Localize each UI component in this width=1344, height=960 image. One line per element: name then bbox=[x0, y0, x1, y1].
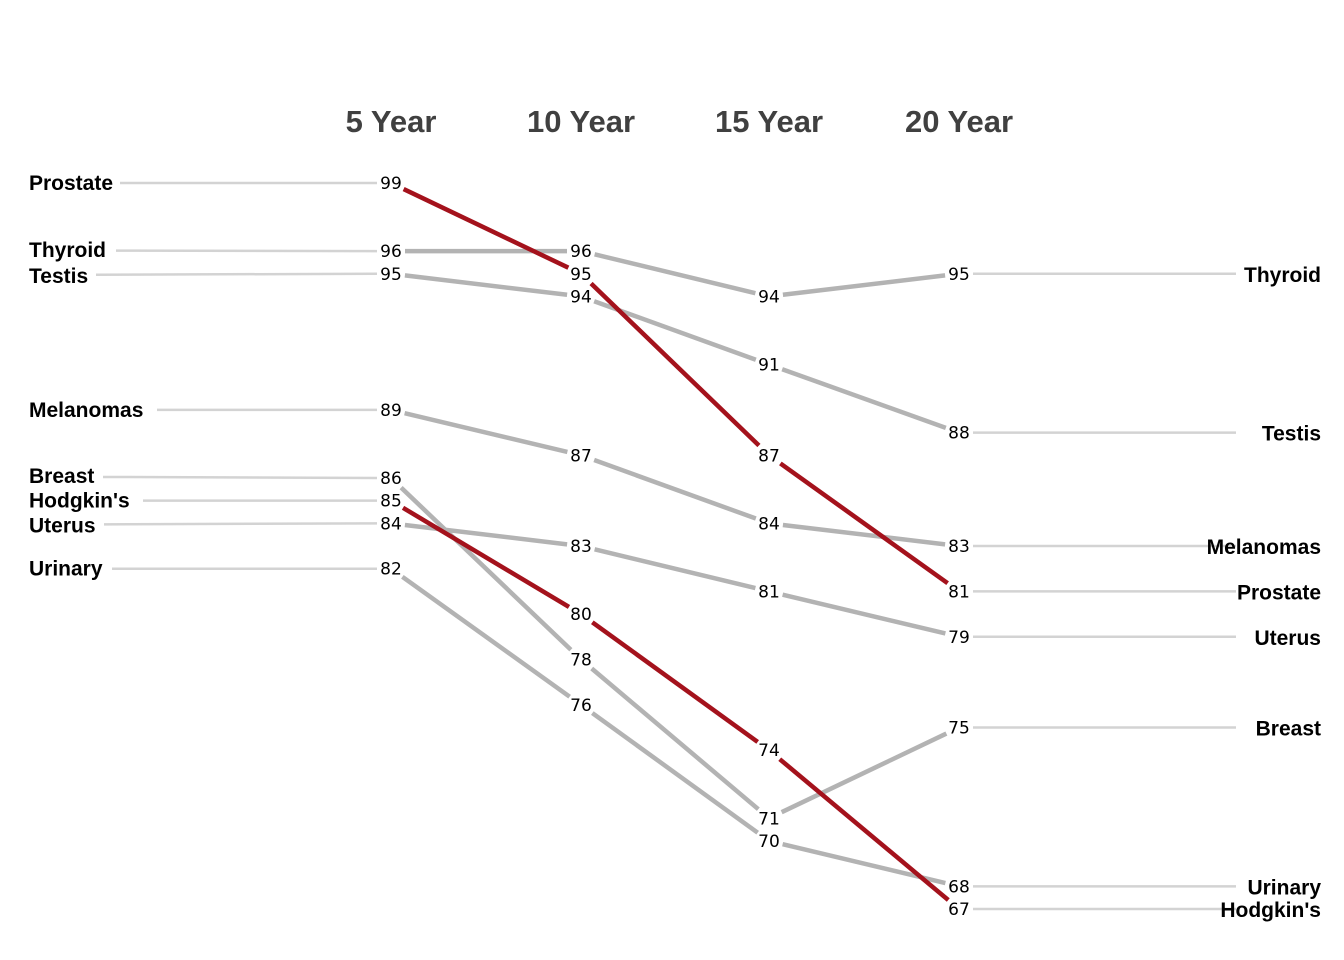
category-label-left-uterus: Uterus bbox=[29, 514, 96, 537]
leader-left-uterus bbox=[103, 522, 378, 526]
series-segment-breast-2 bbox=[590, 666, 760, 811]
column-header-5-year: 5 Year bbox=[346, 104, 437, 139]
category-labels-layer: Thyroid Thyroid Testis Testis Melanomas Melan… bbox=[29, 172, 1321, 922]
value-label-testis-15-year: 91 bbox=[758, 356, 780, 376]
value-label-testis-20-year: 88 bbox=[948, 424, 970, 444]
category-label-left-prostate: Prostate bbox=[29, 172, 113, 195]
value-label-hodgkin-s-15-year: 74 bbox=[758, 741, 780, 761]
category-label-right-urinary: Urinary bbox=[1247, 876, 1321, 899]
series-segment-urinary-1 bbox=[401, 575, 571, 699]
series-segment-thyroid-3 bbox=[782, 273, 946, 298]
value-label-melanomas-20-year: 83 bbox=[948, 537, 970, 557]
value-label-breast-20-year: 75 bbox=[948, 719, 970, 739]
value-label-melanomas-10-year: 87 bbox=[570, 446, 592, 466]
category-label-left-hodgkin-s: Hodgkin's bbox=[29, 490, 130, 513]
category-label-left-breast: Breast bbox=[29, 465, 94, 488]
leader-left-testis bbox=[95, 272, 378, 276]
category-label-right-testis: Testis bbox=[1262, 423, 1321, 446]
series-segment-breast-1 bbox=[399, 485, 573, 652]
value-label-breast-15-year: 71 bbox=[758, 809, 780, 829]
series-segment-prostate-2 bbox=[589, 281, 761, 448]
value-label-hodgkin-s-5-year: 85 bbox=[380, 492, 402, 512]
value-label-hodgkin-s-20-year: 67 bbox=[948, 900, 970, 920]
series-segment-prostate-1 bbox=[402, 187, 570, 270]
series-lines-layer bbox=[399, 187, 950, 902]
value-label-uterus-15-year: 81 bbox=[758, 582, 780, 602]
series-segment-melanomas-3 bbox=[782, 522, 946, 547]
value-label-breast-10-year: 78 bbox=[570, 650, 592, 670]
series-segment-uterus-1 bbox=[404, 522, 568, 547]
value-label-melanomas-5-year: 89 bbox=[380, 401, 402, 421]
column-header-20-year: 20 Year bbox=[905, 104, 1013, 139]
leader-left-thyroid bbox=[115, 249, 378, 253]
value-label-prostate-20-year: 81 bbox=[948, 582, 970, 602]
series-segment-melanomas-1 bbox=[404, 410, 568, 455]
category-label-right-thyroid: Thyroid bbox=[1244, 264, 1321, 287]
series-segment-hodgkin-s-3 bbox=[778, 757, 950, 902]
value-label-testis-10-year: 94 bbox=[570, 287, 592, 307]
value-label-thyroid-5-year: 96 bbox=[380, 242, 402, 262]
leader-left-breast bbox=[102, 475, 378, 480]
value-label-uterus-10-year: 83 bbox=[570, 537, 592, 557]
category-label-left-urinary: Urinary bbox=[29, 558, 103, 581]
value-label-uterus-5-year: 84 bbox=[380, 514, 402, 534]
value-label-thyroid-15-year: 94 bbox=[758, 287, 780, 307]
column-header-10-year: 10 Year bbox=[527, 104, 635, 139]
value-label-testis-5-year: 95 bbox=[380, 265, 402, 285]
series-segment-breast-3 bbox=[780, 731, 948, 815]
value-label-uterus-20-year: 79 bbox=[948, 628, 970, 648]
series-segment-prostate-3 bbox=[779, 461, 949, 586]
series-segment-testis-1 bbox=[404, 273, 568, 298]
value-label-urinary-5-year: 82 bbox=[380, 560, 402, 580]
category-label-left-melanomas: Melanomas bbox=[29, 399, 143, 422]
value-label-prostate-15-year: 87 bbox=[758, 446, 780, 466]
category-label-right-prostate: Prostate bbox=[1237, 581, 1321, 604]
series-segment-uterus-3 bbox=[782, 592, 946, 636]
category-label-right-breast: Breast bbox=[1256, 718, 1321, 741]
value-labels-layer: 96 96949595949188898784838678717584838179… bbox=[380, 174, 970, 920]
value-label-hodgkin-s-10-year: 80 bbox=[570, 605, 592, 625]
series-segment-uterus-2 bbox=[594, 547, 756, 591]
category-label-right-uterus: Uterus bbox=[1254, 627, 1321, 650]
category-label-left-testis: Testis bbox=[29, 265, 88, 288]
column-header-15-year: 15 Year bbox=[715, 104, 823, 139]
value-label-urinary-20-year: 68 bbox=[948, 877, 970, 897]
series-segment-hodgkin-s-1 bbox=[401, 505, 571, 609]
leader-lines-layer bbox=[95, 181, 1236, 911]
column-headers: 5 Year 10 Year 15 Year 20 Year bbox=[346, 104, 1013, 139]
series-segment-testis-3 bbox=[781, 367, 947, 430]
value-label-melanomas-15-year: 84 bbox=[758, 514, 780, 534]
value-label-breast-5-year: 86 bbox=[380, 469, 402, 489]
series-segment-urinary-2 bbox=[591, 711, 759, 835]
category-label-right-melanomas: Melanomas bbox=[1207, 536, 1321, 559]
value-label-urinary-10-year: 76 bbox=[570, 696, 592, 716]
value-label-thyroid-20-year: 95 bbox=[948, 265, 970, 285]
series-segment-thyroid-2 bbox=[594, 252, 756, 296]
value-label-thyroid-10-year: 96 bbox=[570, 242, 592, 262]
category-label-right-hodgkin-s: Hodgkin's bbox=[1220, 899, 1321, 922]
value-label-prostate-10-year: 95 bbox=[570, 265, 592, 285]
value-label-prostate-5-year: 99 bbox=[380, 174, 402, 194]
series-segment-hodgkin-s-2 bbox=[591, 620, 759, 744]
category-label-left-thyroid: Thyroid bbox=[29, 239, 106, 262]
series-segment-melanomas-2 bbox=[593, 457, 757, 521]
value-label-urinary-15-year: 70 bbox=[758, 832, 780, 852]
